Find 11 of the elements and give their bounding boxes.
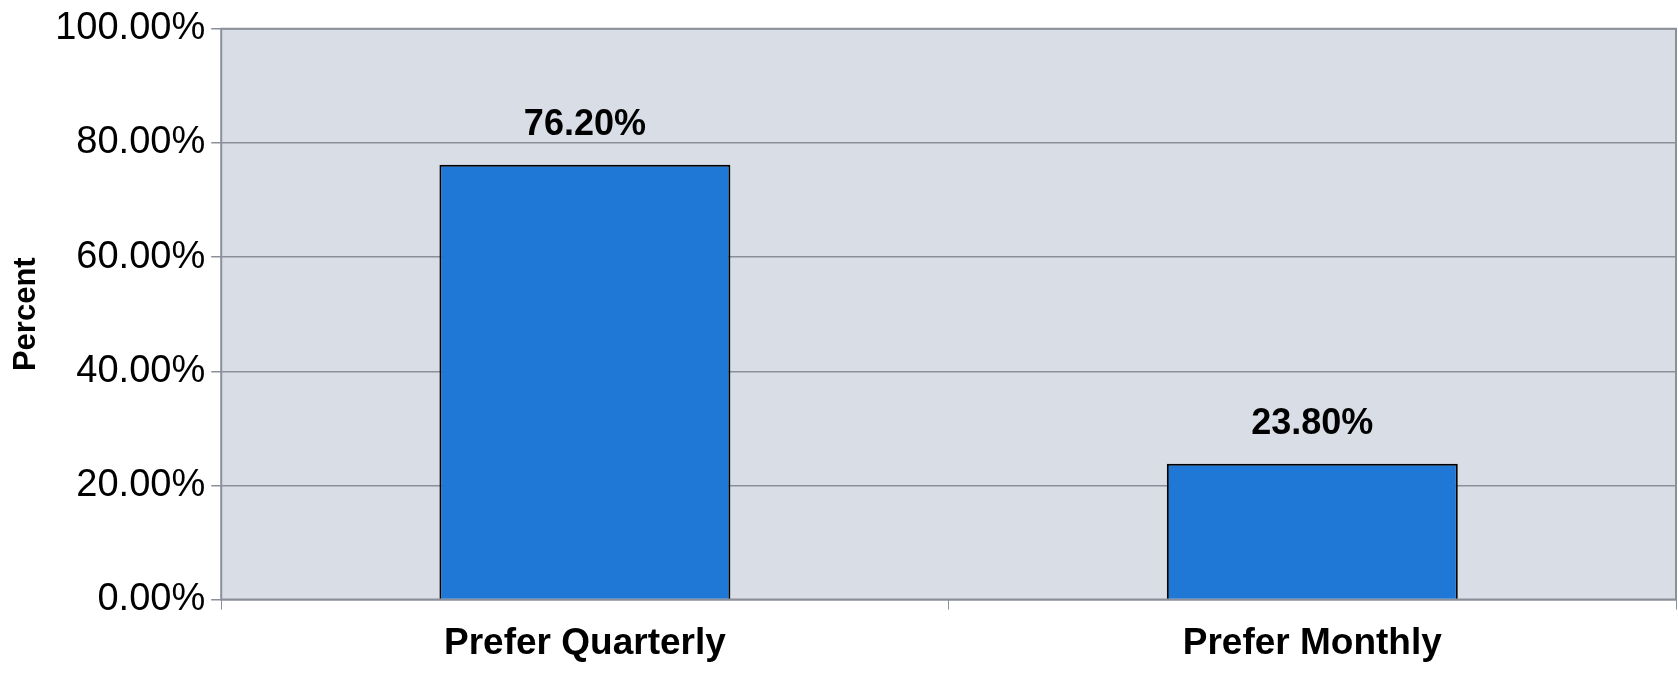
y-tick-label: 40.00% [76, 347, 206, 390]
x-tick-label: Prefer Monthly [1182, 621, 1443, 662]
data-label: 76.20% [523, 101, 646, 143]
x-tick-label: Prefer Quarterly [444, 621, 727, 662]
y-tick-label: 80.00% [76, 119, 206, 162]
y-tick-label: 0.00% [97, 576, 206, 619]
y-tick-label: 100.00% [55, 5, 206, 48]
y-tick-label: 20.00% [76, 461, 206, 504]
data-label: 23.80% [1251, 400, 1374, 442]
y-axis-title: Percent [7, 257, 43, 372]
y-tick-label: 60.00% [76, 233, 206, 276]
